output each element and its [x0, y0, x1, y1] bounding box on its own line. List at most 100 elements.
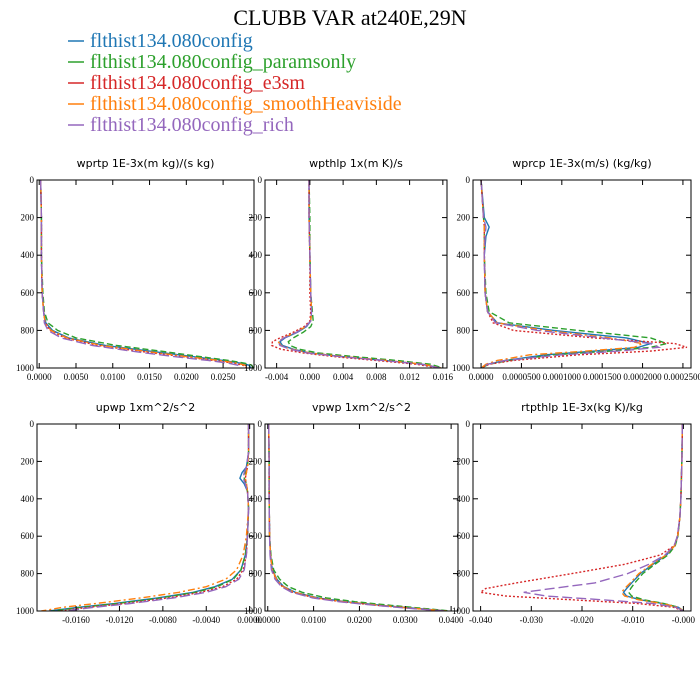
y-tick-label: 200	[21, 456, 35, 466]
series-line-2	[52, 424, 250, 611]
series-line-1	[267, 424, 448, 611]
x-tick-label: 0.0002500	[664, 372, 700, 382]
y-tick-label: 1000	[16, 363, 35, 373]
y-tick-label: 600	[457, 288, 471, 298]
series-line-4	[620, 424, 684, 611]
y-tick-label: 1000	[452, 606, 471, 616]
panel-2: wpthlp 1x(m K)/s 0 200 400 600 800 1000-0.004 0…	[244, 157, 453, 382]
plot-frame	[264, 423, 459, 612]
series-line-2	[480, 180, 670, 368]
x-tick-label: 0.0100	[100, 372, 125, 382]
panels: wprtp 1E-3x(m kg)/(s kg) 0 200 400 600 800 100…	[16, 157, 700, 625]
x-tick-label: 0.0200	[174, 372, 199, 382]
plot-frame	[264, 179, 448, 369]
y-tick-label: 200	[457, 213, 471, 223]
x-tick-label: 0.0001000	[543, 372, 582, 382]
y-tick-label: 0	[258, 175, 263, 185]
x-tick-label: -0.0120	[106, 615, 134, 625]
series-group	[41, 424, 250, 611]
y-tick-label: 400	[249, 250, 263, 260]
y-tick-label: 400	[21, 494, 35, 504]
y-tick-label: 400	[249, 494, 263, 504]
panel-title: upwp 1xm^2/s^2	[96, 401, 196, 414]
x-tick-label: -0.0040	[192, 615, 220, 625]
x-tick-label: 0.0000	[27, 372, 52, 382]
y-tick-label: 0	[30, 175, 35, 185]
plot-frame	[472, 423, 692, 612]
panel-3: wprcp 1E-3x(m/s) (kg/kg) 0 200 400 600 800 100…	[452, 157, 700, 382]
x-tick-label: 0.0000	[237, 615, 262, 625]
y-tick-label: 0	[466, 175, 471, 185]
y-tick-label: 1000	[244, 363, 263, 373]
x-tick-label: 0.012	[399, 372, 419, 382]
panel-title: wprcp 1E-3x(m/s) (kg/kg)	[512, 157, 651, 170]
y-tick-label: 400	[457, 250, 471, 260]
series-group	[39, 180, 254, 368]
legend: flthist134.080configflthist134.080config…	[68, 30, 402, 136]
y-tick-label: 0	[258, 419, 263, 429]
x-tick-label: 0.004	[333, 372, 354, 382]
y-tick-label: 1000	[244, 606, 263, 616]
x-tick-label: -0.030	[520, 615, 544, 625]
y-tick-label: 600	[249, 531, 263, 541]
plot-frame	[36, 423, 255, 612]
series-line-4	[480, 180, 645, 368]
series-line-2	[39, 180, 254, 368]
legend-entry: flthist134.080config_rich	[68, 114, 294, 136]
x-tick-label: 0.016	[433, 372, 454, 382]
x-tick-label: 0.0300	[393, 615, 418, 625]
legend-label: flthist134.080config_e3sm	[90, 72, 305, 94]
y-tick-label: 1000	[16, 606, 35, 616]
x-tick-label: 0.0000500	[502, 372, 541, 382]
panel-title: vpwp 1xm^2/s^2	[312, 401, 411, 414]
series-line-3	[480, 180, 688, 368]
y-tick-label: 200	[249, 456, 263, 466]
series-line-1	[622, 424, 684, 611]
panel-1: wprtp 1E-3x(m kg)/(s kg) 0 200 400 600 800 100…	[16, 157, 255, 382]
series-line-1	[480, 180, 654, 368]
y-tick-label: 800	[21, 569, 35, 579]
series-group	[270, 180, 444, 368]
x-tick-label: 0.0250	[211, 372, 236, 382]
y-tick-label: 800	[249, 569, 263, 579]
series-group	[267, 424, 451, 611]
legend-entry: flthist134.080config_smoothHeaviside	[68, 93, 402, 115]
panel-6: rtpthlp 1E-3x(kg K)/kg02004006008001000-…	[452, 401, 696, 625]
series-line-2	[287, 180, 444, 368]
x-tick-label: 0.0100	[301, 615, 326, 625]
x-tick-label: 0.000	[300, 372, 321, 382]
y-tick-label: 400	[21, 250, 35, 260]
y-tick-label: 800	[249, 325, 263, 335]
legend-entry: flthist134.080config_paramsonly	[68, 51, 356, 73]
panel-title: wpthlp 1x(m K)/s	[309, 157, 403, 170]
x-tick-label: -0.0080	[149, 615, 177, 625]
x-tick-label: 0.0000	[469, 372, 494, 382]
y-tick-label: 1000	[452, 363, 471, 373]
series-line-4	[267, 424, 447, 611]
y-tick-label: 800	[457, 569, 471, 579]
legend-entry: flthist134.080config_e3sm	[68, 72, 305, 94]
figure-title: CLUBB VAR at240E,29N	[233, 5, 466, 30]
y-tick-label: 0	[466, 419, 471, 429]
plot-frame	[36, 179, 255, 369]
y-tick-label: 600	[457, 531, 471, 541]
x-tick-label: 0.0001500	[583, 372, 622, 382]
series-line-5	[39, 180, 242, 368]
legend-label: flthist134.080config_smoothHeaviside	[90, 93, 402, 115]
series-line-3	[59, 424, 250, 611]
y-tick-label: 200	[457, 456, 471, 466]
legend-entry: flthist134.080config	[68, 30, 253, 52]
series-line-2	[267, 424, 451, 611]
plot-frame	[472, 179, 692, 369]
x-tick-label: 0.008	[366, 372, 387, 382]
x-tick-label: 0.0200	[347, 615, 372, 625]
x-tick-label: 0.0002000	[623, 372, 662, 382]
x-tick-label: -0.0160	[62, 615, 90, 625]
series-line-5	[523, 424, 684, 611]
panel-4: upwp 1xm^2/s^2 0 200 400 600 800 1000 -0.0160 -0…	[16, 401, 263, 625]
y-tick-label: 200	[21, 213, 35, 223]
y-tick-label: 600	[21, 531, 35, 541]
x-tick-label: 0.0000	[255, 615, 280, 625]
series-line-4	[277, 180, 442, 368]
